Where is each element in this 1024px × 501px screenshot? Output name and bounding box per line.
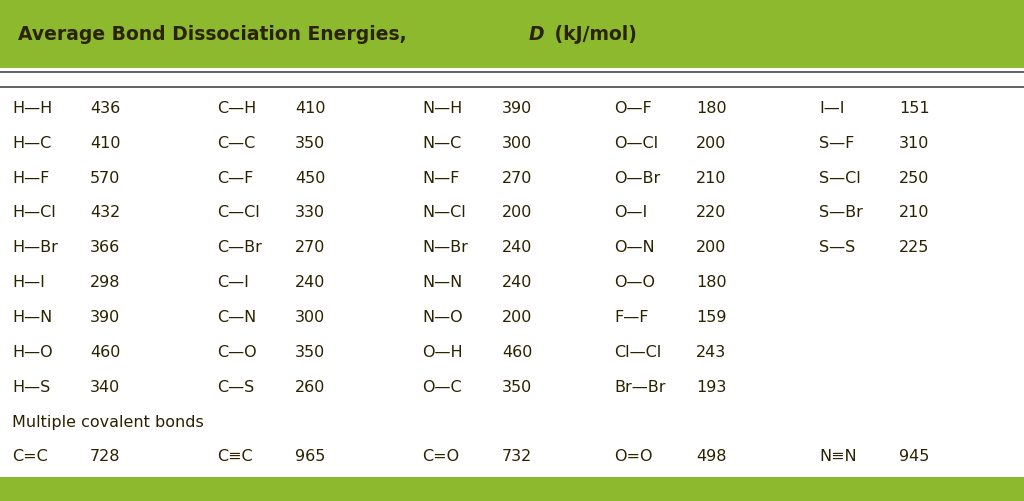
Text: 350: 350 — [295, 344, 326, 359]
Text: H—S: H—S — [12, 379, 50, 394]
Text: C—I: C—I — [217, 275, 249, 290]
Text: 200: 200 — [502, 310, 532, 324]
Text: 250: 250 — [899, 170, 930, 185]
Text: N—H: N—H — [422, 101, 462, 116]
Bar — [0, 0, 1024, 69]
Text: O—F: O—F — [614, 101, 652, 116]
Text: C—H: C—H — [217, 101, 256, 116]
Text: 180: 180 — [696, 275, 727, 290]
Text: 220: 220 — [696, 205, 727, 220]
Text: H—H: H—H — [12, 101, 52, 116]
Text: 366: 366 — [90, 240, 121, 255]
Text: 570: 570 — [90, 170, 121, 185]
Text: C—C: C—C — [217, 135, 255, 150]
Text: (kJ/mol): (kJ/mol) — [549, 25, 637, 44]
Text: O—Br: O—Br — [614, 170, 660, 185]
Text: N—Br: N—Br — [422, 240, 468, 255]
Text: C=O: C=O — [422, 448, 459, 463]
Text: C—Br: C—Br — [217, 240, 262, 255]
Text: C—F: C—F — [217, 170, 254, 185]
Text: 240: 240 — [502, 240, 532, 255]
Text: O—N: O—N — [614, 240, 655, 255]
Text: 436: 436 — [90, 101, 121, 116]
Text: 225: 225 — [899, 240, 930, 255]
Text: 151: 151 — [899, 101, 930, 116]
Text: O—C: O—C — [422, 379, 462, 394]
Text: 310: 310 — [899, 135, 930, 150]
Text: 200: 200 — [696, 135, 727, 150]
Text: D: D — [528, 25, 544, 44]
Text: C—Cl: C—Cl — [217, 205, 260, 220]
Text: 240: 240 — [295, 275, 326, 290]
Text: 270: 270 — [295, 240, 326, 255]
Text: H—I: H—I — [12, 275, 45, 290]
Text: I—I: I—I — [819, 101, 845, 116]
Text: N≡N: N≡N — [819, 448, 857, 463]
Text: 450: 450 — [295, 170, 326, 185]
Text: O—Cl: O—Cl — [614, 135, 658, 150]
Text: H—Br: H—Br — [12, 240, 58, 255]
Text: N—Cl: N—Cl — [422, 205, 466, 220]
Text: 240: 240 — [502, 275, 532, 290]
Text: 193: 193 — [696, 379, 727, 394]
Text: 210: 210 — [899, 205, 930, 220]
Text: S—Cl: S—Cl — [819, 170, 861, 185]
Text: S—Br: S—Br — [819, 205, 863, 220]
Text: 159: 159 — [696, 310, 727, 324]
Text: C—S: C—S — [217, 379, 254, 394]
Text: 300: 300 — [502, 135, 532, 150]
Text: N—N: N—N — [422, 275, 462, 290]
Text: S—S: S—S — [819, 240, 855, 255]
Text: 300: 300 — [295, 310, 326, 324]
Text: N—F: N—F — [422, 170, 459, 185]
Text: 732: 732 — [502, 448, 532, 463]
Text: 390: 390 — [502, 101, 532, 116]
Text: 340: 340 — [90, 379, 121, 394]
Text: 965: 965 — [295, 448, 326, 463]
Text: 432: 432 — [90, 205, 121, 220]
Text: O—H: O—H — [422, 344, 463, 359]
Text: H—C: H—C — [12, 135, 51, 150]
Text: 350: 350 — [502, 379, 532, 394]
Text: 200: 200 — [502, 205, 532, 220]
Text: C—N: C—N — [217, 310, 256, 324]
Text: Multiple covalent bonds: Multiple covalent bonds — [12, 414, 204, 429]
Text: C≡C: C≡C — [217, 448, 253, 463]
Text: 350: 350 — [295, 135, 326, 150]
Text: H—Cl: H—Cl — [12, 205, 56, 220]
Text: O—I: O—I — [614, 205, 647, 220]
Text: 180: 180 — [696, 101, 727, 116]
Text: 728: 728 — [90, 448, 121, 463]
Text: 410: 410 — [90, 135, 121, 150]
Text: F—F: F—F — [614, 310, 649, 324]
Text: Average Bond Dissociation Energies,: Average Bond Dissociation Energies, — [18, 25, 414, 44]
Text: N—C: N—C — [422, 135, 461, 150]
Text: 460: 460 — [502, 344, 532, 359]
Bar — [0, 477, 1024, 501]
Text: C=C: C=C — [12, 448, 48, 463]
Text: 298: 298 — [90, 275, 121, 290]
Text: 210: 210 — [696, 170, 727, 185]
Text: 410: 410 — [295, 101, 326, 116]
Text: H—O: H—O — [12, 344, 53, 359]
Text: 270: 270 — [502, 170, 532, 185]
Text: 460: 460 — [90, 344, 121, 359]
Text: 260: 260 — [295, 379, 326, 394]
Text: 330: 330 — [295, 205, 325, 220]
Text: Cl—Cl: Cl—Cl — [614, 344, 662, 359]
Text: 945: 945 — [899, 448, 930, 463]
Text: N—O: N—O — [422, 310, 463, 324]
Text: 200: 200 — [696, 240, 727, 255]
Text: 390: 390 — [90, 310, 121, 324]
Text: S—F: S—F — [819, 135, 855, 150]
Text: 498: 498 — [696, 448, 727, 463]
Text: O=O: O=O — [614, 448, 653, 463]
Text: C—O: C—O — [217, 344, 257, 359]
Text: Br—Br: Br—Br — [614, 379, 666, 394]
Text: H—F: H—F — [12, 170, 49, 185]
Text: O—O: O—O — [614, 275, 655, 290]
Text: 243: 243 — [696, 344, 727, 359]
Text: H—N: H—N — [12, 310, 52, 324]
